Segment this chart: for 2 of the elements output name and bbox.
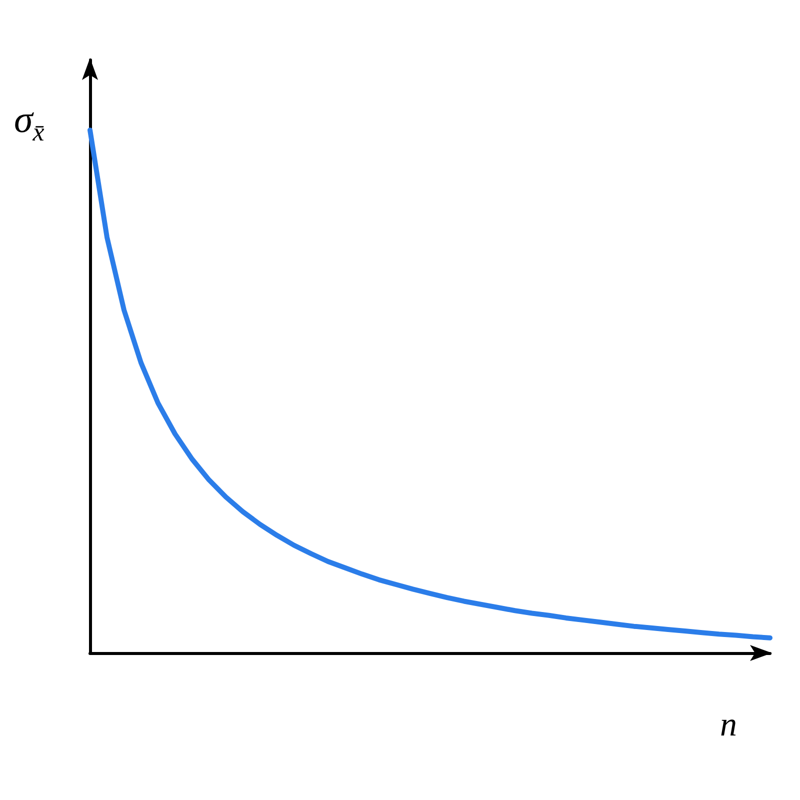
y-axis-title: σ$_{x̄}$ [14,99,44,149]
x-axis-title: n [720,706,737,744]
